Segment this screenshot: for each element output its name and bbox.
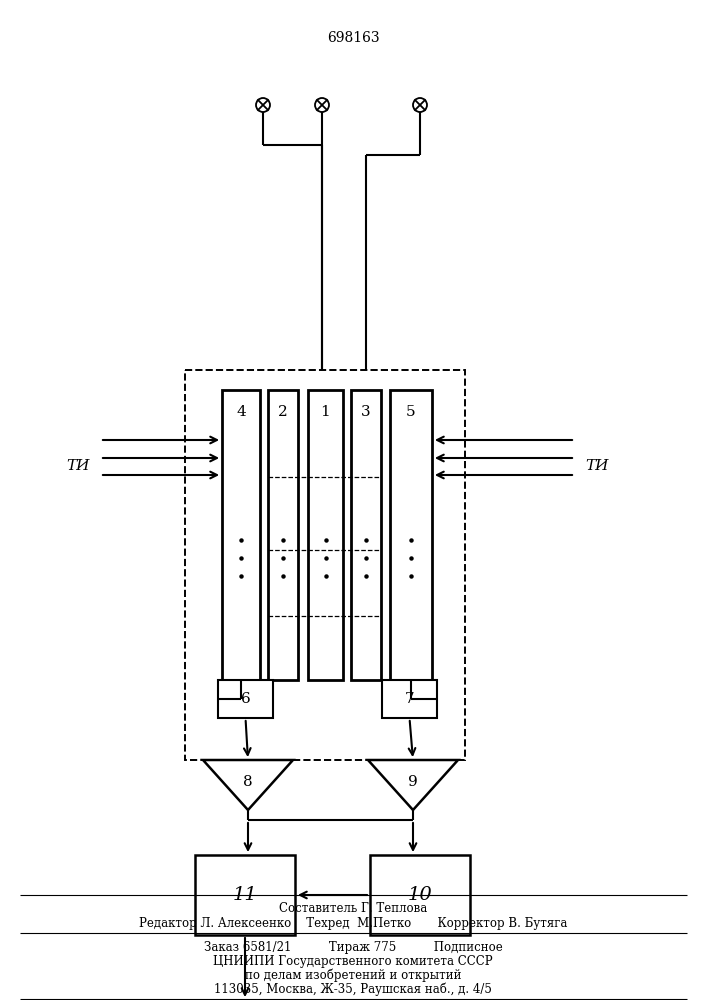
Text: 2: 2 (278, 405, 288, 419)
Text: Редактор Л. Алексеенко    Техред  М.Петко       Корректор В. Бутяга: Редактор Л. Алексеенко Техред М.Петко Ко… (139, 916, 567, 930)
Text: 9: 9 (408, 776, 418, 790)
Text: 113035, Москва, Ж-35, Раушская наб., д. 4/5: 113035, Москва, Ж-35, Раушская наб., д. … (214, 982, 492, 996)
Text: 7: 7 (404, 692, 414, 706)
Bar (185, 370, 465, 760)
Polygon shape (368, 760, 458, 810)
Text: ТИ: ТИ (66, 459, 90, 473)
Bar (382, 680, 437, 718)
Text: 10: 10 (408, 886, 433, 904)
Text: 3: 3 (361, 405, 370, 419)
Text: ТИ: ТИ (585, 459, 609, 473)
Polygon shape (203, 760, 293, 810)
Text: 4: 4 (236, 405, 246, 419)
Text: 6: 6 (240, 692, 250, 706)
Bar (222, 390, 260, 680)
Text: ЦНИИПИ Государственного комитета СССР: ЦНИИПИ Государственного комитета СССР (214, 954, 493, 968)
Bar (218, 680, 273, 718)
Text: 1: 1 (321, 405, 330, 419)
Bar (308, 390, 343, 680)
Text: 698163: 698163 (327, 31, 380, 45)
Text: по делам изобретений и открытий: по делам изобретений и открытий (245, 968, 461, 982)
Text: 5: 5 (407, 405, 416, 419)
Bar (390, 390, 432, 680)
Bar (370, 855, 470, 935)
Bar (268, 390, 298, 680)
Text: 8: 8 (243, 776, 253, 790)
Text: Заказ 6581/21          Тираж 775          Подписное: Заказ 6581/21 Тираж 775 Подписное (204, 940, 503, 954)
Text: Составитель Г. Теплова: Составитель Г. Теплова (279, 902, 427, 916)
Bar (351, 390, 381, 680)
Bar (195, 855, 295, 935)
Text: 11: 11 (233, 886, 257, 904)
